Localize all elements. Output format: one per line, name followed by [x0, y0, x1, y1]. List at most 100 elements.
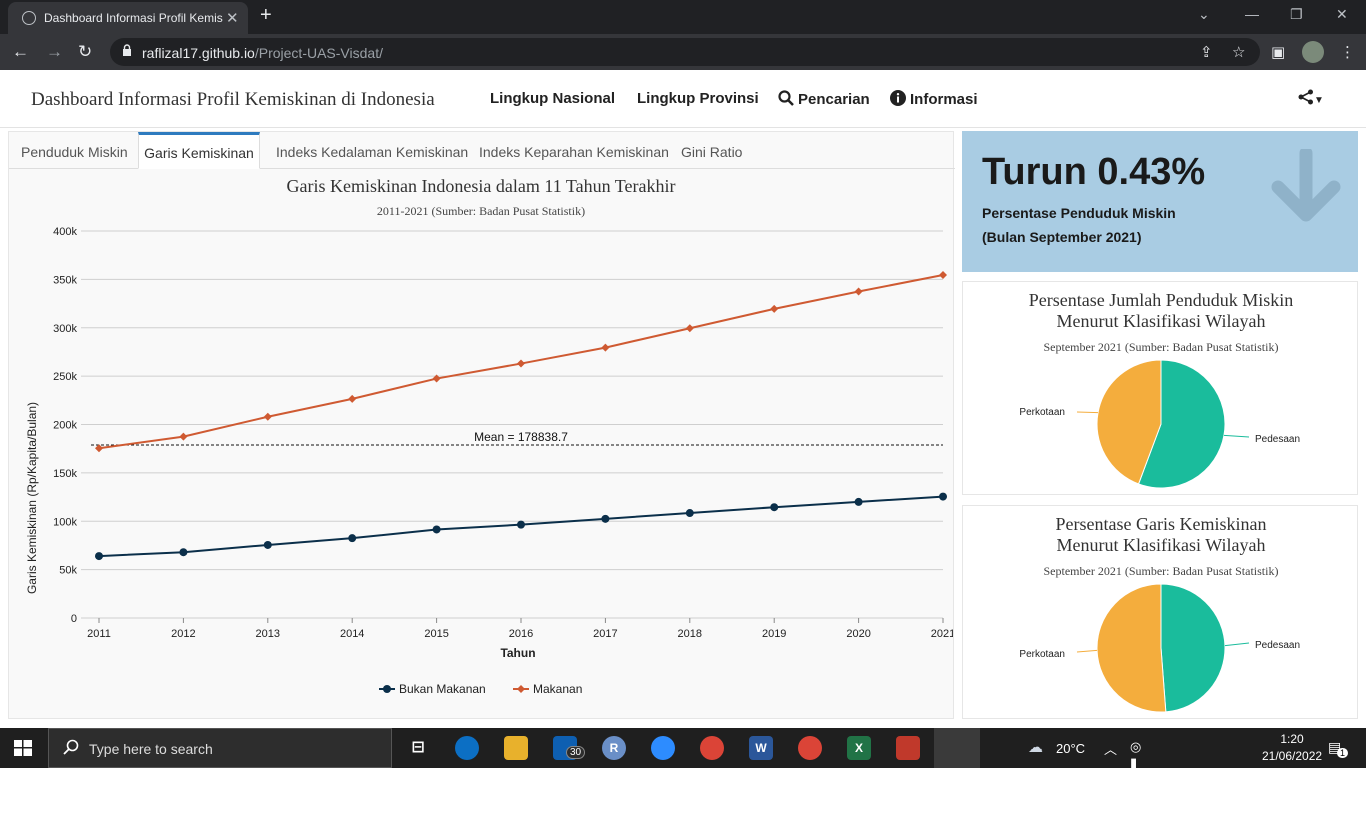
- y-tick-label: 350k: [53, 274, 77, 286]
- windows-start-icon[interactable]: [14, 740, 32, 756]
- kpi-label: Persentase Penduduk Miskin: [982, 205, 1176, 221]
- data-point: [95, 444, 103, 453]
- kpi-card: Turun 0.43% Persentase Penduduk Miskin (…: [962, 131, 1358, 272]
- globe-icon: [22, 11, 36, 25]
- data-point: [601, 343, 610, 352]
- data-point: [517, 359, 525, 368]
- taskbar-clock[interactable]: 1:20 21/06/2022: [1262, 732, 1323, 763]
- legend-label: Bukan Makanan: [399, 682, 486, 696]
- x-tick-label: 2021: [931, 628, 953, 640]
- chrome-icon[interactable]: [700, 736, 724, 760]
- share-page-icon[interactable]: ⇪: [1200, 44, 1213, 61]
- weather-temp[interactable]: 20°C: [1056, 741, 1086, 756]
- chart-tabs: Penduduk Miskin Garis Kemiskinan Indeks …: [9, 132, 955, 169]
- reload-icon[interactable]: ↻: [78, 42, 93, 61]
- data-point: [939, 271, 947, 280]
- r-app-icon[interactable]: R: [602, 736, 626, 760]
- mail-badge: 30: [566, 746, 586, 759]
- pie-title: Persentase Jumlah Penduduk Miskin Menurut…: [1028, 290, 1294, 331]
- site-navbar: Dashboard Informasi Profil Kemiskinan di…: [0, 70, 1366, 128]
- pie-label: Perkotaan: [1019, 407, 1065, 418]
- snipping-tool-icon[interactable]: [896, 736, 920, 760]
- tab-indeks-keparahan[interactable]: Indeks Keparahan Kemiskinan: [479, 144, 669, 160]
- x-tick-label: 2019: [762, 628, 786, 640]
- new-tab-button[interactable]: +: [260, 4, 272, 26]
- data-point: [348, 394, 357, 403]
- x-tick-label: 2017: [593, 628, 617, 640]
- close-tab-icon[interactable]: ✕: [226, 10, 239, 27]
- y-tick-label: 400k: [53, 226, 77, 238]
- pie-card-garis: Persentase Garis Kemiskinan Menurut Klasi…: [962, 505, 1358, 719]
- task-view-icon[interactable]: ⊟: [411, 739, 425, 756]
- pie-chart-penduduk: Pedesaan Perkotaan: [1019, 359, 1300, 489]
- tab-penduduk-miskin[interactable]: Penduduk Miskin: [21, 144, 128, 160]
- data-point: [432, 374, 441, 383]
- pie-slice: [1096, 359, 1162, 485]
- x-tick-label: 2018: [678, 628, 702, 640]
- nav-lingkup-nasional[interactable]: Lingkup Nasional: [490, 90, 616, 107]
- nav-informasi[interactable]: Informasi: [890, 90, 978, 108]
- data-point: [517, 520, 525, 529]
- zoom-icon[interactable]: [651, 736, 675, 760]
- kpi-headline: Turun 0.43%: [982, 151, 1206, 193]
- cloud-icon[interactable]: ☁: [1028, 739, 1043, 756]
- tab-gini-ratio[interactable]: Gini Ratio: [681, 144, 743, 160]
- search-icon: [778, 90, 794, 106]
- active-app-icon[interactable]: [934, 728, 980, 768]
- chart-legend: Bukan Makanan Makanan: [379, 682, 582, 696]
- edge-icon[interactable]: [455, 736, 479, 760]
- y-tick-label: 250k: [53, 371, 77, 383]
- browser-tab[interactable]: Dashboard Informasi Profil Kemis ✕: [8, 2, 248, 34]
- pie-slice: [1096, 583, 1167, 713]
- tab-indeks-kedalaman[interactable]: Indeks Kedalaman Kemiskinan: [276, 144, 469, 160]
- file-explorer-icon[interactable]: [504, 736, 528, 760]
- pie-label: Pedesaan: [1255, 640, 1300, 651]
- bookmark-star-icon[interactable]: ☆: [1232, 44, 1246, 61]
- pie-leader-line: [1223, 434, 1250, 438]
- info-icon: [890, 90, 906, 106]
- word-icon[interactable]: W: [749, 736, 773, 760]
- address-bar[interactable]: raflizal17.github.io/Project-UAS-Visdat/: [110, 38, 1260, 66]
- taskbar-search-box[interactable]: Type here to search: [48, 728, 392, 768]
- x-tick-label: 2020: [846, 628, 870, 640]
- pie-title: Persentase Garis Kemiskinan Menurut Klasi…: [1055, 514, 1267, 555]
- windows-taskbar: Type here to search ⊟ 30 R W X ☁ 20°C ︿ …: [0, 728, 1366, 817]
- data-point: [685, 324, 694, 333]
- data-point: [95, 552, 103, 561]
- data-point: [685, 509, 694, 518]
- search-icon: [63, 739, 79, 755]
- forward-arrow-icon[interactable]: →: [46, 42, 63, 61]
- tab-search-icon[interactable]: ⌄: [1198, 6, 1210, 22]
- chart-subtitle: 2011-2021 (Sumber: Badan Pusat Statistik…: [377, 204, 585, 218]
- tray-chevron-icon[interactable]: ︿: [1104, 742, 1118, 757]
- tab-garis-kemiskinan[interactable]: Garis Kemiskinan: [138, 132, 260, 169]
- data-point: [770, 304, 779, 313]
- pie-label: Pedesaan: [1255, 434, 1300, 445]
- data-point: [263, 412, 272, 421]
- close-window-button[interactable]: ✕: [1336, 6, 1348, 22]
- x-axis-label: Tahun: [500, 646, 535, 660]
- side-panel-icon[interactable]: ▣: [1271, 44, 1286, 61]
- chrome-profile-icon[interactable]: [798, 736, 822, 760]
- x-tick-label: 2013: [256, 628, 280, 640]
- back-arrow-icon[interactable]: ←: [12, 42, 29, 61]
- x-tick-label: 2016: [509, 628, 533, 640]
- lock-icon: [123, 44, 131, 56]
- tray-app-icons[interactable]: ◎ ▮ ▭ ◔ ◁): [1130, 739, 1145, 817]
- data-point: [432, 525, 441, 534]
- mean-label: Mean = 178838.7: [474, 430, 568, 444]
- data-point: [263, 540, 272, 549]
- site-brand[interactable]: Dashboard Informasi Profil Kemiskinan di…: [31, 89, 435, 110]
- x-tick-label: 2014: [340, 628, 364, 640]
- notification-count: 1: [1337, 748, 1349, 758]
- profile-avatar[interactable]: [1302, 41, 1324, 63]
- pie-card-penduduk: Persentase Jumlah Penduduk Miskin Menurut…: [962, 281, 1358, 495]
- excel-icon[interactable]: X: [847, 736, 871, 760]
- nav-pencarian[interactable]: Pencarian: [778, 90, 870, 108]
- minimize-button[interactable]: —: [1245, 6, 1259, 22]
- kpi-period: (Bulan September 2021): [982, 229, 1142, 245]
- share-dropdown-button[interactable]: ▼: [1298, 89, 1324, 108]
- restore-button[interactable]: ❐: [1290, 6, 1303, 22]
- menu-kebab-icon[interactable]: ⋮: [1340, 44, 1355, 61]
- nav-lingkup-provinsi[interactable]: Lingkup Provinsi: [637, 90, 759, 107]
